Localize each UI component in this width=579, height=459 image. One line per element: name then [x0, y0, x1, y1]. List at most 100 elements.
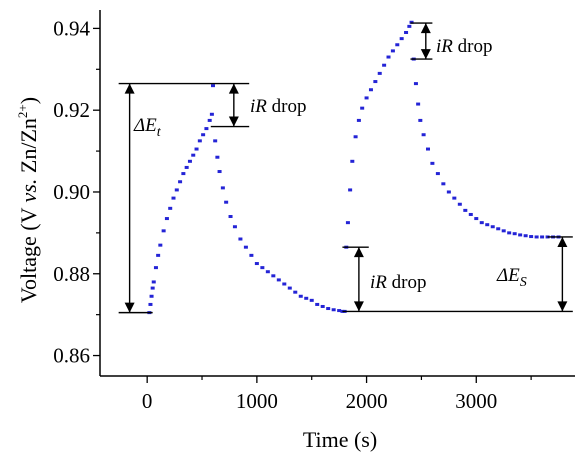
data-point [518, 233, 523, 237]
data-point [161, 229, 166, 233]
data-point [360, 106, 365, 110]
data-point [150, 286, 155, 290]
x-tick-label-1000: 1000 [236, 389, 278, 413]
ir-drop-label-2: iR drop [436, 36, 492, 57]
data-point [320, 304, 325, 308]
y-tick-label-0: 0.86 [53, 344, 90, 368]
data-point [315, 302, 320, 306]
data-point [409, 20, 414, 24]
data-point [197, 139, 202, 143]
data-point [373, 80, 378, 84]
data-point [181, 172, 186, 176]
data-point [496, 227, 501, 231]
data-point [184, 165, 189, 169]
data-point [210, 84, 215, 88]
tick-marks [93, 27, 532, 383]
delta-es-arrow-down [557, 301, 568, 312]
data-point [238, 237, 243, 241]
data-point [213, 139, 218, 143]
data-point [356, 118, 361, 122]
data-point [331, 308, 336, 312]
data-point [377, 71, 382, 75]
ir-drop-2-arrow-up [420, 23, 431, 34]
data-point [479, 221, 484, 225]
data-point [421, 133, 426, 137]
data-point [404, 30, 409, 34]
data-point [153, 266, 158, 270]
data-point [407, 24, 412, 28]
data-point [187, 159, 192, 163]
delta-es-arrow-up [557, 236, 568, 247]
data-point [382, 63, 387, 67]
data-point [174, 188, 179, 192]
data-point [293, 290, 298, 294]
x-axis-label: Time (s) [303, 427, 377, 452]
x-tick-label-3000: 3000 [455, 389, 497, 413]
data-point [529, 235, 534, 239]
data-point [501, 229, 506, 233]
data-point [201, 133, 206, 137]
ir-drop-1-arrow-up [228, 83, 239, 94]
data-point [534, 235, 539, 239]
delta-et-arrow-up [124, 83, 135, 94]
data-point [309, 298, 314, 302]
data-point [413, 82, 418, 86]
data-point [474, 217, 479, 221]
data-point [282, 282, 287, 286]
data-point [386, 55, 391, 59]
data-point [337, 309, 342, 313]
data-point [348, 188, 353, 192]
data-point [149, 294, 154, 298]
ir-drop-2-arrow-down [420, 49, 431, 60]
ir-drop-label-1: iR drop [250, 96, 306, 117]
data-point [368, 88, 373, 92]
delta-et-label: ΔEt [133, 115, 162, 140]
y-axis-label: Voltage (V vs. Zn/Zn2+) [15, 97, 41, 303]
data-point [364, 96, 369, 100]
data-point [156, 253, 161, 257]
data-point [390, 49, 395, 53]
data-point [260, 266, 265, 270]
data-point [446, 190, 451, 194]
data-point [249, 253, 254, 257]
data-point [148, 302, 153, 306]
data-point [276, 278, 281, 282]
ir-drop-3-arrow-down [353, 301, 364, 312]
data-point [151, 280, 156, 284]
data-point [345, 221, 350, 225]
delta-et-arrow-down [124, 302, 135, 313]
data-point [207, 118, 212, 122]
data-point [228, 215, 233, 219]
data-point [395, 43, 400, 47]
y-tick-labels: 0.86 0.88 0.90 0.92 0.94 [53, 16, 90, 367]
data-point [224, 200, 229, 204]
data-point [490, 225, 495, 229]
data-point [215, 155, 220, 159]
data-point [204, 127, 209, 131]
data-point [178, 180, 183, 184]
y-tick-label-2: 0.90 [53, 180, 90, 204]
data-point [220, 186, 225, 190]
data-point [254, 262, 259, 266]
data-point [209, 112, 214, 116]
data-point [164, 217, 169, 221]
data-point [158, 243, 163, 247]
annotation-lines [118, 22, 573, 314]
data-point [512, 232, 517, 236]
data-point [217, 170, 222, 174]
data-point [430, 161, 435, 165]
data-point [265, 270, 270, 274]
data-point [287, 286, 292, 290]
data-point [441, 182, 446, 186]
data-point [418, 118, 423, 122]
ir-drop-3-arrow-up [353, 247, 364, 258]
data-point [350, 159, 355, 163]
x-tick-labels: 0 1000 2000 3000 [142, 389, 497, 413]
data-point [507, 231, 512, 235]
data-point [540, 235, 545, 239]
data-point [426, 147, 430, 151]
ir-drop-label-3: iR drop [370, 272, 426, 293]
data-point [416, 102, 421, 106]
data-point [435, 172, 440, 176]
